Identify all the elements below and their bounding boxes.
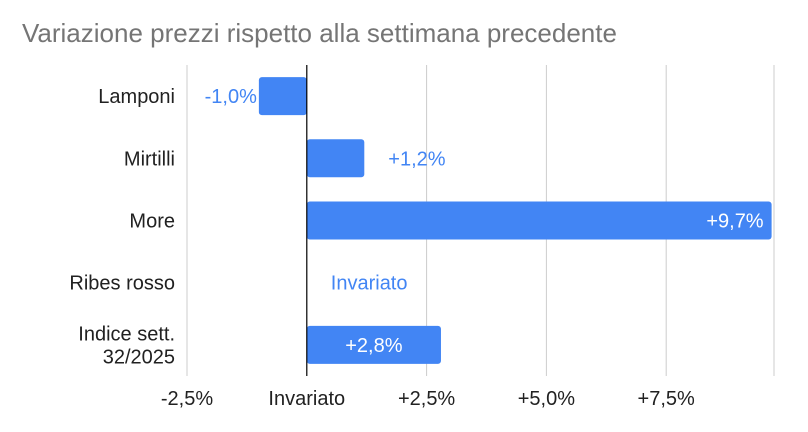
data-label-4: +2,8% bbox=[345, 335, 402, 357]
bars bbox=[258, 77, 772, 364]
bar-1[interactable] bbox=[306, 139, 365, 178]
data-label-2: +9,7% bbox=[706, 211, 763, 233]
x-tick-label-0: -2,5% bbox=[161, 388, 213, 410]
data-label-0: -1,0% bbox=[205, 86, 257, 108]
category-label-0: Lamponi bbox=[98, 86, 175, 108]
bar-0[interactable] bbox=[258, 77, 307, 116]
data-label-1: +1,2% bbox=[388, 148, 445, 170]
category-labels: Lamponi Mirtilli More Ribes rosso Indice set… bbox=[69, 86, 175, 368]
category-label-3: Ribes rosso bbox=[69, 273, 175, 295]
x-tick-labels: -2,5% Invariato +2,5% +5,0% +7,5% bbox=[161, 388, 695, 410]
category-label-1: Mirtilli bbox=[124, 148, 175, 170]
x-tick-label-4: +7,5% bbox=[638, 388, 695, 410]
x-tick-label-3: +5,0% bbox=[518, 388, 575, 410]
bar-4[interactable] bbox=[306, 325, 441, 364]
chart-title: Variazione prezzi rispetto alla settiman… bbox=[22, 18, 617, 48]
x-tick-label-2: +2,5% bbox=[398, 388, 455, 410]
bar-2[interactable] bbox=[306, 201, 772, 240]
category-label-2: More bbox=[129, 211, 175, 233]
data-label-3: Invariato bbox=[331, 273, 408, 295]
x-tick-label-1: Invariato bbox=[268, 388, 345, 410]
category-label-4: Indice sett. 32/2025 bbox=[78, 323, 175, 368]
data-labels: -1,0% +1,2% +9,7% Invariato +2,8% bbox=[205, 86, 764, 357]
